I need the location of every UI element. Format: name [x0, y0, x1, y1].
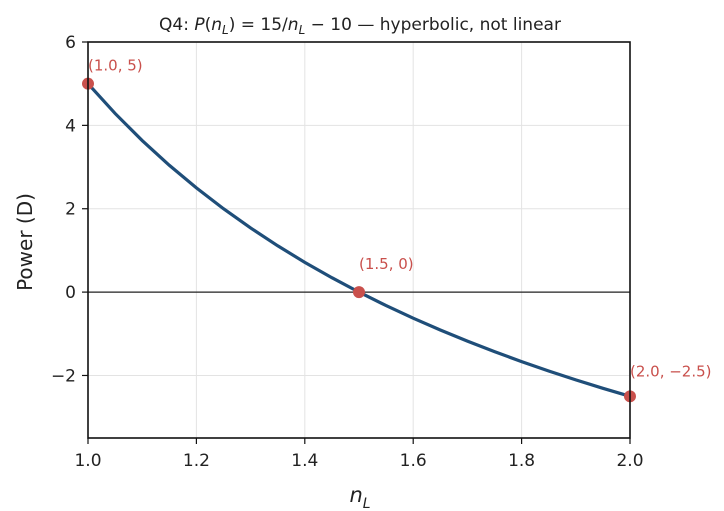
point-label: (2.0, −2.5) — [630, 362, 712, 380]
title-n2: n — [288, 15, 299, 35]
chart-title: Q4: P(nL) = 15/nL − 10 — hyperbolic, not… — [159, 15, 561, 37]
point-label: (1.5, 0) — [359, 255, 414, 273]
y-tick-label: 6 — [65, 33, 76, 53]
title-p: P — [194, 15, 205, 35]
plot-frame — [87, 41, 631, 439]
y-tick-label: 2 — [65, 200, 76, 220]
y-tick-label: −2 — [51, 366, 76, 386]
y-axis-label: Power (D) — [13, 193, 37, 291]
title-open: ( — [205, 15, 212, 35]
data-points — [82, 77, 636, 403]
x-axis-ticks: 1.0 1.2 1.4 1.6 1.8 2.0 — [74, 438, 644, 471]
x-tick-label: 1.4 — [291, 451, 318, 471]
grid — [87, 41, 631, 438]
series-line — [86, 82, 632, 398]
point-labels: (1.0, 5) (1.5, 0) (2.0, −2.5) — [88, 57, 712, 381]
data-point — [353, 286, 365, 299]
y-axis-ticks: −2 0 2 4 6 — [51, 33, 88, 386]
title-n: n — [211, 15, 222, 35]
y-tick-label: 0 — [65, 283, 76, 303]
x-tick-label: 1.0 — [74, 451, 101, 471]
x-axis-label: nL — [349, 483, 370, 511]
title-close-eq: ) = 15/ — [229, 15, 288, 35]
x-tick-label: 1.8 — [508, 451, 535, 471]
title-sub: L — [222, 23, 229, 37]
title-sub2: L — [299, 23, 306, 37]
x-tick-label: 2.0 — [616, 451, 643, 471]
x-tick-label: 1.6 — [400, 451, 427, 471]
title-prefix: Q4: — [159, 15, 194, 35]
xlabel-n: n — [349, 483, 362, 507]
xlabel-sub: L — [363, 496, 371, 511]
point-label: (1.0, 5) — [88, 57, 143, 75]
y-tick-label: 4 — [65, 116, 76, 136]
title-tail: − 10 — hyperbolic, not linear — [305, 15, 561, 35]
x-tick-label: 1.2 — [183, 451, 210, 471]
